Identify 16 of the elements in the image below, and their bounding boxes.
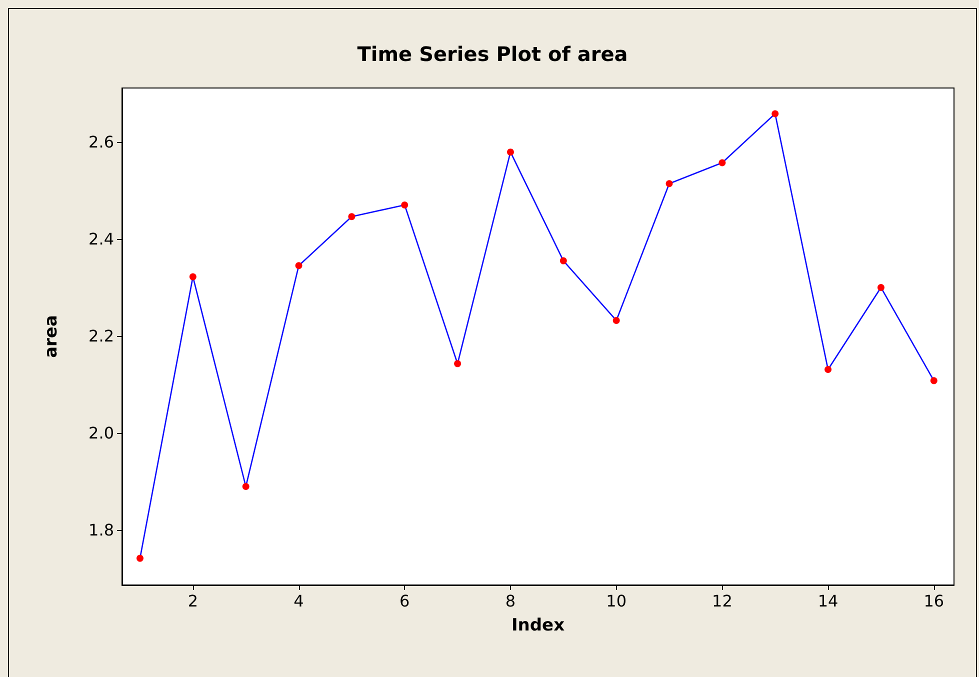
y-tick-label: 1.8 — [88, 520, 114, 540]
x-tick-label: 6 — [400, 592, 410, 610]
y-tick-label: 2.0 — [88, 424, 114, 443]
y-tick-label: 2.6 — [88, 132, 114, 152]
x-axis-title: Index — [511, 616, 565, 636]
y-axis-title: area — [42, 315, 62, 358]
x-tick-label: 16 — [924, 592, 944, 610]
x-tick-label: 2 — [188, 592, 198, 610]
x-tick-label: 4 — [294, 592, 304, 610]
x-tick-label: 12 — [712, 592, 732, 610]
y-tick-label: 2.4 — [88, 229, 114, 248]
x-tick-label: 14 — [818, 592, 838, 610]
chart-title: Time Series Plot of area — [357, 42, 628, 66]
x-tick-label: 10 — [606, 592, 627, 610]
y-tick-label: 2.2 — [88, 326, 114, 346]
x-tick-label: 8 — [505, 592, 516, 610]
